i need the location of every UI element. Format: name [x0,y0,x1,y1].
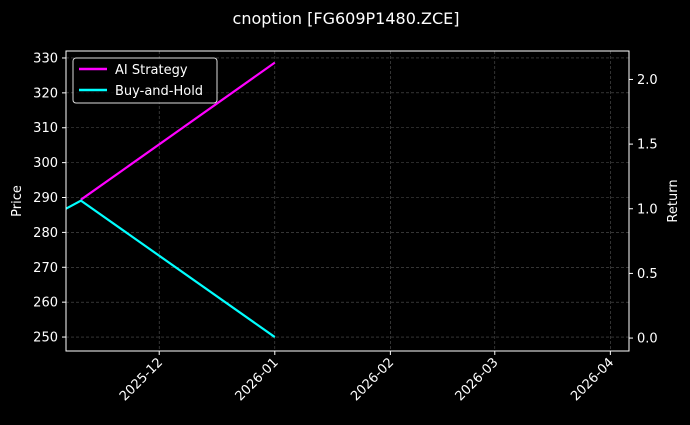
legend: AI Strategy Buy-and-Hold [72,57,218,104]
y-axis-label-left: Price [10,185,25,217]
x-tick-label: 2026-01 [233,355,282,404]
x-tick-label: 2026-02 [348,355,397,404]
y-tick-label-left: 290 [33,191,58,206]
chart-title: cnoption [FG609P1480.ZCE] [233,9,460,28]
grid [66,51,629,351]
plot-frame [65,50,630,352]
y-tick-label-left: 260 [33,296,58,311]
y-tick-label-left: 270 [33,261,58,276]
y-tick-label-left: 320 [33,86,58,101]
legend-label-buy-and-hold: Buy-and-Hold [115,84,203,99]
legend-label-ai-strategy: AI Strategy [115,63,188,78]
x-tick-label: 2026-03 [453,355,502,404]
y-tick-label-right: 0.5 [637,267,658,282]
y-tick-label-right: 2.0 [637,73,658,88]
y-axis-label-right: Return [666,179,681,222]
y-tick-label-right: 0.0 [637,332,658,347]
y-tick-label-left: 310 [33,121,58,136]
series-line-ai-strategy [80,61,276,201]
x-tick-label: 2025-12 [117,355,166,404]
y-tick-label-right: 1.0 [637,202,658,217]
series-lines [65,61,276,338]
y-tick-label-left: 280 [33,226,58,241]
y-tick-label-left: 330 [33,51,58,66]
y-tick-label-left: 300 [33,156,58,171]
y-tick-label-left: 250 [33,331,58,346]
x-tick-label: 2026-04 [568,355,617,404]
legend-box [72,57,218,104]
y-tick-label-right: 1.5 [637,138,658,153]
series-line-buy-and-hold [65,199,276,338]
